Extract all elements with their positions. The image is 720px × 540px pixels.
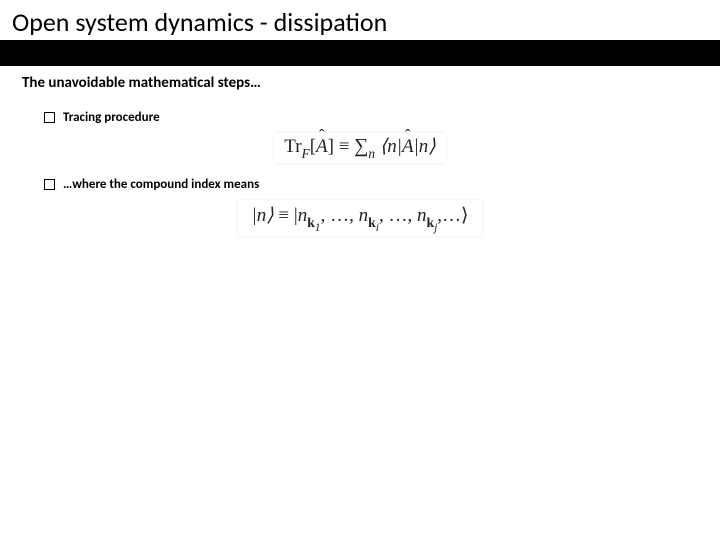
sep: , …, [379, 205, 417, 226]
formula-content: TrF[ˆA] ≡ ∑n ⟨n|ˆA|n⟩ [274, 133, 445, 163]
bullet-text: Tracing procedure [63, 110, 160, 125]
bullet-item: …where the compound index means [44, 177, 698, 192]
operator-A: ˆA [316, 136, 328, 158]
hat-icon: ˆ [405, 127, 410, 145]
sigma-icon: ∑ [354, 135, 368, 157]
bullet-text: …where the compound index means [63, 177, 259, 192]
trail: ,… [437, 205, 461, 226]
mode-kj: kj [426, 215, 437, 230]
equiv-symbol: ≡ [274, 205, 294, 226]
mode-k1: k1 [307, 215, 320, 230]
hat-icon: ˆ [319, 127, 324, 145]
formula-content: |n⟩ ≡ |nk1, …, nki, …, nkj,…⟩ [238, 200, 483, 237]
formula-tracing: TrF[ˆA] ≡ ∑n ⟨n|ˆA|n⟩ [22, 133, 698, 163]
mode-ki: ki [368, 215, 379, 230]
operator-A-2: ˆA [402, 136, 414, 158]
sum-index: n [368, 146, 375, 161]
bullet-item: Tracing procedure [44, 110, 698, 125]
subtitle: The unavoidable mathematical steps… [22, 74, 698, 92]
slide-title: Open system dynamics - dissipation [12, 6, 708, 38]
bra-n: ⟨n| [380, 136, 402, 157]
tr-subscript: F [302, 146, 310, 161]
checkbox-icon [44, 179, 55, 190]
content-area: The unavoidable mathematical steps… Trac… [0, 66, 720, 236]
rangle-icon: ⟩ [461, 205, 468, 226]
slide: Open system dynamics - dissipation The u… [0, 0, 720, 540]
title-underbar [0, 42, 720, 66]
sep: , …, [321, 205, 359, 226]
ket-n: |n⟩ [414, 136, 436, 157]
occ-n1: n [298, 205, 308, 226]
checkbox-icon [44, 112, 55, 123]
equiv-symbol: ≡ [334, 136, 354, 157]
ket-n-lhs: |n⟩ [252, 205, 274, 226]
formula-compound-index: |n⟩ ≡ |nk1, …, nki, …, nkj,…⟩ [22, 200, 698, 237]
title-region: Open system dynamics - dissipation [0, 0, 720, 42]
tr-symbol: Tr [284, 136, 301, 157]
occ-ni: n [359, 205, 369, 226]
